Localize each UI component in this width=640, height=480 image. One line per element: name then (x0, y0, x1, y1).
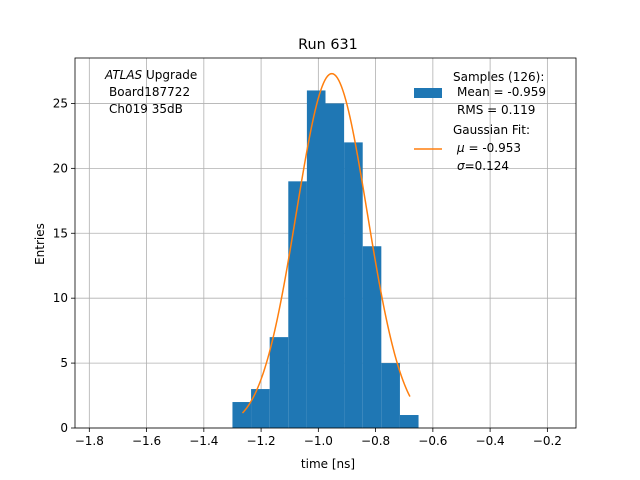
y-tick-label: 25 (53, 96, 68, 110)
x-tick-label: −0.6 (418, 434, 447, 448)
atlas-label: ATLAS (104, 68, 143, 82)
x-tick-label: −0.2 (533, 434, 562, 448)
x-tick-label: −1.8 (75, 434, 104, 448)
x-tick-label: −1.2 (247, 434, 276, 448)
x-tick-label: −1.6 (132, 434, 161, 448)
annotation-line-1: ATLAS Upgrade (104, 68, 197, 82)
legend-fit-title: Gaussian Fit: (453, 123, 530, 137)
x-tick-label: −1.4 (189, 434, 218, 448)
legend-fit-mu: μ = -0.953 (456, 141, 521, 155)
x-axis-ticks: −1.8 −1.6 −1.4 −1.2 −1.0 −0.8 −0.6 −0.4 −0.2 (75, 428, 562, 448)
histogram-bar (344, 142, 363, 428)
y-tick-label: 5 (60, 356, 68, 370)
annotation-line-2: Board187722 (109, 85, 190, 99)
sigma-symbol: σ (457, 159, 465, 173)
legend-samples-rms: RMS = 0.119 (457, 103, 535, 117)
legend-samples-title: Samples (126): (453, 70, 544, 84)
histogram-bar (325, 103, 345, 428)
histogram-bar (399, 415, 419, 428)
chart-title: Run 631 (298, 37, 358, 53)
x-tick-label: −1.0 (304, 434, 333, 448)
mu-value: = -0.953 (465, 141, 521, 155)
histogram-bar (362, 246, 382, 428)
y-tick-label: 10 (53, 291, 68, 305)
legend-samples-mean: Mean = -0.959 (457, 85, 546, 99)
y-tick-label: 0 (60, 421, 68, 435)
axes-frame (74, 57, 577, 429)
y-axis-label: Entries (33, 223, 47, 265)
histogram-bar (306, 90, 326, 428)
x-tick-label: −0.8 (361, 434, 390, 448)
histogram-bars (232, 90, 419, 428)
histogram-bar (381, 363, 400, 428)
y-axis-ticks: 0 5 10 15 20 25 (53, 96, 75, 435)
legend: Samples (126): Mean = -0.959 RMS = 0.119… (414, 70, 546, 173)
legend-fit-sigma: σ=0.124 (457, 159, 509, 173)
upgrade-label: Upgrade (142, 68, 197, 82)
legend-samples-swatch (414, 88, 442, 98)
gaussian-fit (241, 72, 411, 414)
x-tick-label: −0.4 (476, 434, 505, 448)
sigma-value: =0.124 (465, 159, 509, 173)
histogram-bar (269, 337, 289, 428)
y-tick-label: 15 (53, 226, 68, 240)
mu-symbol: μ (456, 141, 465, 155)
x-axis-label: time [ns] (301, 457, 355, 471)
annotation-line-3: Ch019 35dB (109, 102, 183, 116)
gaussian-fit-curve (241, 72, 411, 414)
histogram-bar (288, 181, 307, 428)
y-tick-label: 20 (53, 161, 68, 175)
annotation-text: ATLAS Upgrade Board187722 Ch019 35dB (104, 68, 197, 116)
histogram-bar (251, 389, 270, 428)
